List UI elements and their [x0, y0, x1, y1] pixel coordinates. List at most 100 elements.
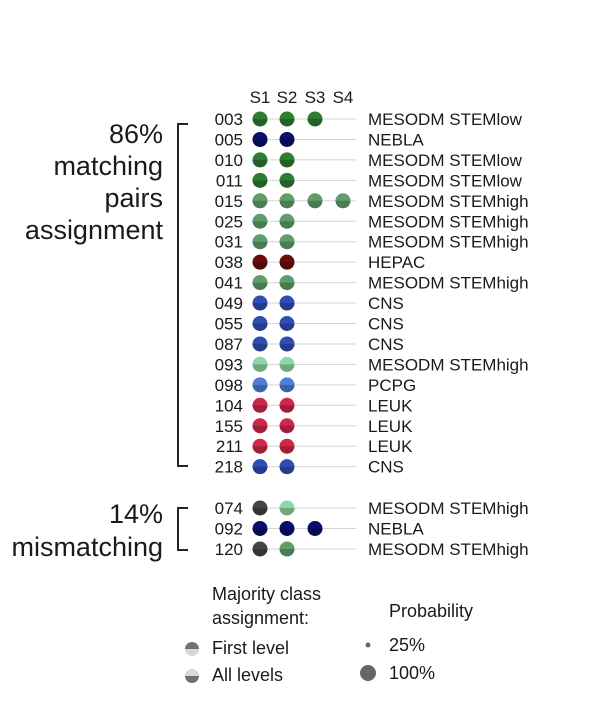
sample-dot-s1 [252, 356, 268, 372]
sample-row: 025 MESODM STEMhigh [215, 212, 529, 231]
class-label: MESODM STEMhigh [368, 499, 529, 518]
probability-100-marker [360, 665, 376, 681]
sample-dot-shade [279, 303, 295, 311]
sample-dot-shade [279, 119, 295, 127]
sample-dot-shade [279, 528, 295, 536]
sample-dot-shade [279, 159, 295, 168]
sample-dot-shade [252, 200, 268, 209]
legend: Majority class assignment: First level A… [185, 584, 473, 685]
sample-row: 120 MESODM STEMhigh [215, 540, 529, 559]
sample-id: 074 [215, 499, 243, 518]
sample-id: 218 [215, 458, 243, 477]
sample-dot-shade [252, 425, 268, 434]
sample-dot-s2 [279, 418, 295, 434]
sample-dot-s1 [252, 213, 268, 229]
sample-dot-s2 [279, 131, 295, 147]
sample-id: 155 [215, 417, 243, 436]
column-header-s1: S1 [250, 88, 271, 107]
sample-id: 104 [215, 396, 243, 415]
all-levels-icon [185, 669, 199, 683]
class-label: HEPAC [368, 253, 425, 272]
sample-dot-s2 [279, 397, 295, 413]
sample-dot-s1 [252, 418, 268, 434]
sample-dot-shade [279, 425, 295, 434]
sample-dot-shade [252, 241, 268, 250]
sample-row: 087 CNS [215, 335, 404, 354]
sample-row: 011 MESODM STEMlow [216, 171, 523, 190]
sample-dot-s2 [279, 336, 295, 352]
sample-row: 218 CNS [215, 458, 404, 477]
sample-id: 041 [215, 274, 243, 293]
class-label: CNS [368, 335, 404, 354]
first-level-icon [185, 642, 199, 656]
sample-dot-shade [252, 180, 268, 188]
sample-row: 005 NEBLA [215, 130, 425, 149]
sample-id: 093 [215, 355, 243, 374]
sample-dot-shade [279, 549, 295, 557]
sample-dot-s1 [252, 397, 268, 413]
sample-dot-shade [252, 139, 268, 147]
sample-row: 104 LEUK [215, 396, 413, 415]
sample-dot-s1 [252, 152, 268, 168]
class-label: NEBLA [368, 130, 424, 149]
sample-row: 049 CNS [215, 294, 404, 313]
column-header-s2: S2 [277, 88, 298, 107]
matching-group: 86% matching pairs assignment [25, 119, 188, 467]
sample-id: 005 [215, 130, 243, 149]
sample-dot-shade [279, 180, 295, 188]
sample-dot-shade [252, 364, 268, 372]
legend-probability-title: Probability [389, 601, 473, 621]
column-header-s4: S4 [333, 88, 354, 107]
sample-dot-shade [279, 364, 295, 372]
sample-dot-s1 [252, 541, 268, 557]
sample-dot-s1 [252, 500, 268, 516]
sample-id: 003 [215, 110, 243, 129]
mismatching-group: 14% mismatching [11, 499, 188, 562]
sample-dot-s2 [279, 541, 295, 557]
sample-dot-shade [279, 384, 295, 393]
sample-dot-shade [307, 119, 323, 127]
sample-row: 010 MESODM STEMlow [215, 151, 523, 170]
class-label: MESODM STEMhigh [368, 540, 529, 559]
sample-dot-shade [252, 343, 268, 352]
sample-dot-s2 [279, 500, 295, 516]
sample-dot-s1 [252, 131, 268, 147]
class-label: MESODM STEMlow [368, 171, 523, 190]
sample-dot-shade [252, 508, 268, 516]
class-label: LEUK [368, 417, 413, 436]
sample-dot-shade [252, 159, 268, 168]
sample-id: 025 [215, 212, 243, 231]
mismatching-percent: 14% [109, 499, 163, 529]
sample-dot-shade [252, 262, 268, 270]
sample-id: 120 [215, 540, 243, 559]
sample-id: 211 [216, 437, 243, 456]
sample-dot-shade [279, 262, 295, 270]
class-label: MESODM STEMlow [368, 110, 523, 129]
sample-dot-shade [252, 323, 268, 331]
class-label: MESODM STEMhigh [368, 233, 529, 252]
sample-dot-s1 [252, 336, 268, 352]
sample-dot-shade [279, 139, 295, 147]
sample-dot-s2 [279, 316, 295, 331]
sample-dot-shade [279, 200, 295, 209]
matching-percent: 86% [109, 119, 163, 149]
sample-dot-s1 [252, 172, 268, 188]
sample-dot-shade [279, 221, 295, 229]
sample-dot-s2 [279, 295, 295, 311]
sample-dot-shade [279, 466, 295, 475]
legend-first-level: First level [212, 638, 289, 658]
sample-rows: 003 MESODM STEMlow 005 NEBLA 010 MESODM STEMl… [215, 110, 529, 559]
class-label: MESODM STEMhigh [368, 212, 529, 231]
matching-label-line1: matching [53, 151, 163, 181]
sample-dot-s3 [307, 111, 323, 127]
sample-dot-shade [279, 343, 295, 352]
sample-row: 074 MESODM STEMhigh [215, 499, 529, 518]
sample-id: 049 [215, 294, 243, 313]
sample-dot-shade [252, 446, 268, 454]
sample-dot-s1 [252, 377, 268, 393]
mismatching-label-line1: mismatching [11, 532, 163, 562]
sample-dot-s2 [279, 356, 295, 372]
sample-dot-shade [279, 323, 295, 331]
sample-dot-shade [279, 282, 295, 291]
sample-id: 011 [216, 171, 243, 190]
